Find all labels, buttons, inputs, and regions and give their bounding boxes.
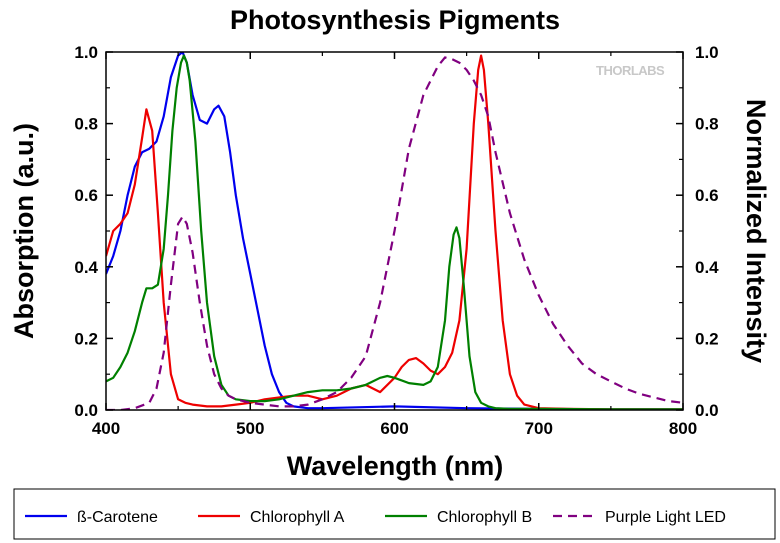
y-right-tick-label: 0.4 <box>695 258 719 277</box>
legend-label-3: Purple Light LED <box>605 509 726 526</box>
y-tick-label: 0.4 <box>74 258 98 277</box>
x-axis-label: Wavelength (nm) <box>287 451 504 481</box>
y-right-tick-label: 0.0 <box>695 401 719 420</box>
y-tick-label: 0.6 <box>74 186 98 205</box>
y-right-tick-label: 0.2 <box>695 329 719 348</box>
watermark-logo: THORLABS <box>596 63 665 78</box>
y-right-tick-label: 0.8 <box>695 115 719 134</box>
series-line-2 <box>106 54 683 410</box>
series-line-0 <box>106 52 683 410</box>
y-right-tick-label: 0.6 <box>695 186 719 205</box>
y-tick-label: 0.8 <box>74 115 98 134</box>
y-axis-right-label: Normalized Intensity <box>741 99 771 363</box>
series-line-3 <box>106 56 683 410</box>
x-tick-label: 500 <box>236 419 264 438</box>
legend: ß-Carotene Chlorophyll A Chlorophyll B Purp… <box>13 488 776 540</box>
legend-label-1: Chlorophyll A <box>250 509 345 526</box>
x-tick-label: 400 <box>92 419 120 438</box>
x-tick-label: 800 <box>669 419 697 438</box>
y-tick-label: 0.0 <box>74 401 98 420</box>
x-tick-label: 700 <box>525 419 553 438</box>
y-right-tick-label: 1.0 <box>695 43 719 62</box>
series-line-1 <box>106 54 683 410</box>
legend-label-0: ß-Carotene <box>77 509 158 526</box>
legend-box <box>13 488 776 540</box>
x-tick-label: 600 <box>380 419 408 438</box>
y-tick-label: 0.2 <box>74 329 98 348</box>
y-axis-label: Absorption (a.u.) <box>9 123 39 339</box>
y-tick-label: 1.0 <box>74 43 98 62</box>
chart-title: Photosynthesis Pigments <box>230 5 560 35</box>
plot-area <box>105 51 684 411</box>
legend-label-2: Chlorophyll B <box>437 509 532 526</box>
